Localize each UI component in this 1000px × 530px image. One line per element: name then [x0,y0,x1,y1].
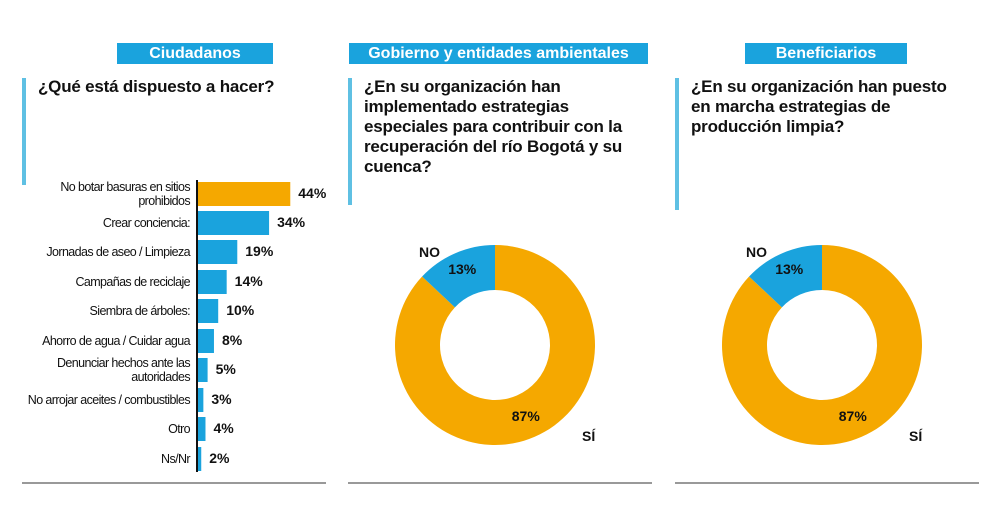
title-accent [22,78,26,185]
value-label: 8% [221,332,243,348]
bar [197,211,270,235]
bar [197,447,202,471]
value-label: 34% [277,214,306,230]
panel-header: Gobierno y entidades ambientales [349,43,648,64]
bar [197,358,208,382]
question-title: ¿En su organización han puesto en marcha… [691,77,947,136]
category-label: NO [746,244,767,260]
question-title: ¿Qué está dispuesto a hacer? [38,77,275,96]
value-label: 14% [234,273,263,289]
donut-slice [395,245,595,446]
value-label: 44% [298,185,327,201]
donut-slice [749,245,822,308]
value-label: 87% [511,408,540,425]
value-label: 87% [838,408,867,425]
category-label: NO [419,244,440,260]
panel-header: Beneficiarios [745,43,907,64]
value-label: 10% [226,302,255,318]
value-label: 19% [245,243,274,259]
panel-header: Ciudadanos [117,43,273,64]
bar [197,417,206,441]
value-label: 13% [448,261,477,278]
bar [197,329,214,353]
category-label: SÍ [582,428,596,444]
title-accent [348,78,352,205]
category-label: SÍ [909,428,923,444]
category-label: Otro [168,422,191,436]
bar [197,388,204,412]
title-accent [675,78,679,210]
donut-slice [422,245,495,308]
category-label: Jornadas de aseo / Limpieza [46,245,190,259]
question-title: ¿En su organización han implementado est… [364,77,623,176]
bar [197,240,238,264]
category-label: Crear conciencia: [102,216,191,230]
bar [197,299,219,323]
donut-slice [721,245,922,445]
bar [197,270,227,294]
category-label: Ns/Nr [161,452,191,466]
value-label: 3% [211,391,232,407]
category-label: Campañas de reciclaje [75,275,190,289]
category-label: Ahorro de agua / Cuidar agua [42,334,191,348]
value-label: 2% [209,450,230,466]
value-label: 5% [215,361,236,377]
category-label: Siembra de árboles: [89,304,191,318]
value-label: 4% [213,420,234,436]
bar [197,182,291,206]
category-label: No botar basuras en sitios prohibidos [60,180,190,208]
category-label: No arrojar aceites / combustibles [27,393,191,407]
category-label: Denunciar hechos ante las autoridades [56,356,191,384]
value-label: 13% [775,261,804,278]
